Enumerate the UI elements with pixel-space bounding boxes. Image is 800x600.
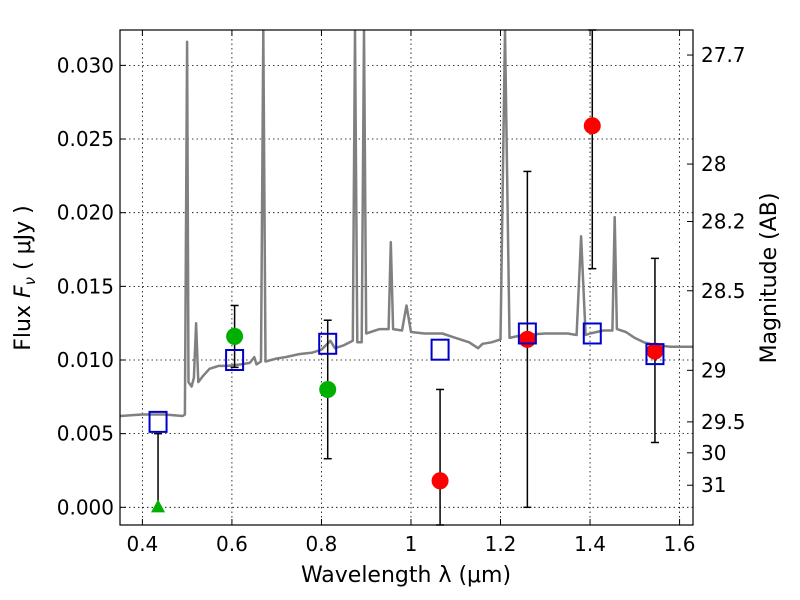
nir-flux-point: [518, 330, 536, 348]
x-tick-label: 0.8: [306, 532, 338, 556]
template-spectrum: [120, 30, 693, 418]
model-photometry-square: [148, 410, 168, 433]
optical-flux-point: [319, 380, 337, 398]
magnitude-axis-label: Magnitude (AB): [757, 193, 782, 364]
magnitude-tick-label: 31: [701, 473, 726, 497]
magnitude-tick-label: 28.2: [701, 210, 746, 234]
magnitude-tick-label: 29: [701, 358, 726, 382]
y-tick-label: 0.000: [57, 495, 114, 519]
data-markers: [148, 117, 665, 513]
model-photometry-square: [582, 322, 602, 345]
y-tick-label: 0.020: [57, 201, 114, 225]
upper-limit-triangle: [151, 499, 166, 513]
y-tick-labels: 0.000 0.005 0.010 0.015 0.020 0.025 0.030: [57, 53, 114, 519]
y-axis-label-prefix: Flux: [11, 298, 36, 351]
magnitude-tick-labels: 27.7 28 28.2 28.5 29 29.5 30 31: [701, 43, 746, 497]
magnitude-tick-label: 29.5: [701, 410, 746, 434]
x-tick-label: 1: [405, 532, 418, 556]
y-axis-label-subscript: ν: [21, 277, 39, 285]
axis-ticks: [120, 30, 693, 525]
magnitude-tick-label: 28: [701, 152, 726, 176]
optical-flux-point: [226, 327, 244, 345]
model-photometry-square: [225, 349, 245, 371]
y-axis-label-symbol: F: [11, 285, 36, 298]
x-tick-label: 1.6: [664, 532, 696, 556]
y-axis-label-suffix: ( μJy ): [11, 205, 36, 277]
template-spectrum-line: [120, 30, 693, 418]
x-tick-label: 1.2: [485, 532, 517, 556]
x-tick-label: 1.4: [574, 532, 606, 556]
magnitude-tick-label: 28.5: [701, 279, 746, 303]
nir-flux-point: [583, 117, 601, 135]
nir-flux-point: [646, 342, 664, 360]
y-tick-label: 0.015: [57, 274, 114, 298]
model-photometry-square: [517, 322, 537, 345]
y-tick-label: 0.030: [57, 53, 114, 77]
y-axis-label: Flux Fν ( μJy ): [11, 205, 39, 350]
model-photometry-square: [645, 343, 665, 366]
x-tick-label: 0.4: [126, 532, 158, 556]
plot-frame: [119, 29, 694, 526]
y-tick-label: 0.005: [57, 422, 114, 446]
x-tick-label: 0.6: [216, 532, 248, 556]
magnitude-tick-label: 30: [701, 441, 726, 465]
model-photometry-square: [430, 338, 450, 361]
nir-flux-point: [431, 472, 449, 490]
y-tick-label: 0.025: [57, 127, 114, 151]
x-axis-label: Wavelength λ (μm): [301, 563, 511, 588]
model-photometry-square: [318, 332, 338, 355]
magnitude-tick-label: 27.7: [701, 43, 746, 67]
x-tick-labels: 0.4 0.6 0.8 1 1.2 1.4 1.6: [126, 532, 695, 556]
y-tick-label: 0.010: [57, 348, 114, 372]
